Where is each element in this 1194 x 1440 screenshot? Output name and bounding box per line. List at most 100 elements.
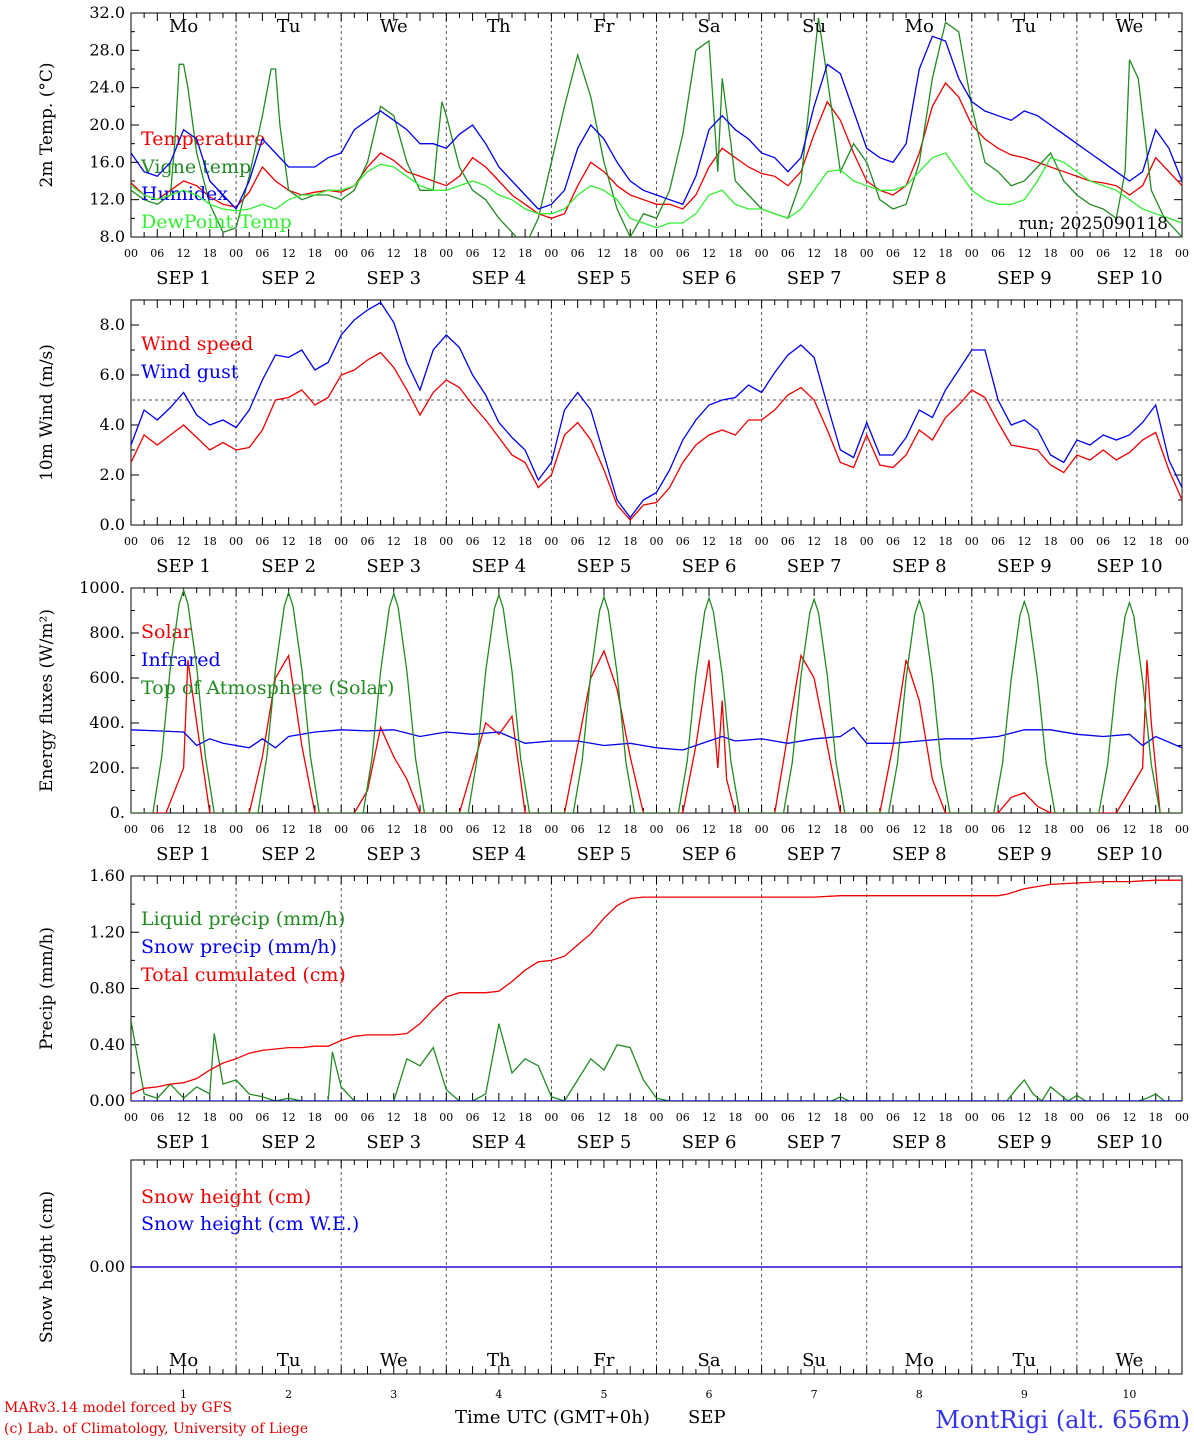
y-tick-label: 12.0	[89, 190, 125, 209]
date-label: SEP 4	[471, 556, 526, 577]
hour-label: 12	[1017, 823, 1031, 836]
y-tick-label: 1000.	[79, 578, 125, 597]
hour-label: 18	[518, 823, 532, 836]
hour-label: 06	[676, 247, 690, 260]
run-annotation: run: 2025090118	[1019, 214, 1168, 234]
hour-label: 18	[1044, 535, 1058, 548]
date-label: SEP 7	[787, 1132, 842, 1153]
legend-wind-gust: Wind gust	[141, 361, 239, 383]
hour-label: 06	[255, 823, 269, 836]
series-line-wind-gust	[131, 301, 1182, 519]
hour-label: 06	[255, 247, 269, 260]
hour-label: 18	[203, 1111, 217, 1124]
hour-label: 06	[1096, 535, 1110, 548]
hour-label: 00	[860, 535, 874, 548]
hour-label: 00	[965, 823, 979, 836]
day-number: 5	[600, 1388, 607, 1401]
hour-label: 00	[544, 247, 558, 260]
time-axis-label: Time UTC (GMT+0h)	[455, 1407, 650, 1428]
hour-label: 12	[597, 823, 611, 836]
y-tick-label: 0.40	[89, 1035, 125, 1054]
dow-label: Fr	[593, 16, 614, 37]
date-label: SEP 6	[682, 556, 737, 577]
hour-label: 18	[1149, 535, 1163, 548]
y-tick-label: 2.0	[100, 465, 125, 484]
hour-label: 00	[229, 247, 243, 260]
hour-label: 18	[623, 823, 637, 836]
day-number: 7	[811, 1388, 818, 1401]
legend-total-cumulated-cm-: Total cumulated (cm)	[141, 964, 346, 986]
y-tick-label: 6.0	[100, 365, 125, 384]
hour-label: 06	[571, 823, 585, 836]
hour-label: 06	[255, 1111, 269, 1124]
hour-label: 00	[1070, 1111, 1084, 1124]
hour-label: 00	[544, 535, 558, 548]
hour-label: 18	[939, 1111, 953, 1124]
y-axis-label-wind: 10m Wind (m/s)	[37, 344, 57, 481]
date-label: SEP 2	[261, 844, 316, 865]
hour-label: 12	[1122, 823, 1136, 836]
hour-label: 18	[939, 823, 953, 836]
hour-label: 18	[308, 535, 322, 548]
hour-label: 12	[702, 823, 716, 836]
hour-label: 06	[886, 247, 900, 260]
series-line-liquid-precip-mm-h-	[131, 1020, 1182, 1101]
hour-label: 06	[1096, 823, 1110, 836]
dow-label: Fr	[593, 1350, 614, 1371]
hour-label: 18	[518, 535, 532, 548]
hour-label: 06	[466, 823, 480, 836]
month-label: SEP	[688, 1407, 726, 1428]
day-number: 10	[1122, 1388, 1136, 1401]
hour-label: 12	[1017, 535, 1031, 548]
hour-label: 18	[623, 535, 637, 548]
hour-label: 00	[1070, 247, 1084, 260]
hour-label: 12	[177, 823, 191, 836]
hour-label: 00	[650, 823, 664, 836]
hour-label: 12	[807, 535, 821, 548]
copyright: (c) Lab. of Climatology, University of L…	[4, 1421, 308, 1437]
hour-label: 06	[360, 247, 374, 260]
date-label: SEP 1	[156, 556, 211, 577]
hour-label: 00	[755, 823, 769, 836]
date-label: SEP 6	[682, 844, 737, 865]
hour-label: 18	[308, 823, 322, 836]
hour-label: 12	[807, 247, 821, 260]
hour-label: 12	[387, 823, 401, 836]
date-label: SEP 9	[997, 1132, 1052, 1153]
panel-frame-energy	[130, 587, 1183, 814]
date-label: SEP 6	[682, 268, 737, 289]
dow-label: We	[380, 16, 408, 37]
hour-label: 00	[229, 823, 243, 836]
hour-label: 00	[124, 535, 138, 548]
y-axis-label-temp: 2m Temp. (°C)	[37, 62, 57, 187]
date-label: SEP 3	[366, 1132, 421, 1153]
y-tick-label: 32.0	[89, 3, 125, 22]
y-tick-label: 600.	[89, 668, 125, 687]
date-label: SEP 9	[997, 844, 1052, 865]
legend-snow-precip-mm-h-: Snow precip (mm/h)	[141, 936, 337, 958]
model-credit: MARv3.14 model forced by GFS	[4, 1400, 232, 1416]
hour-label: 06	[1096, 1111, 1110, 1124]
hour-label: 12	[1017, 1111, 1031, 1124]
dow-label: We	[380, 1350, 408, 1371]
hour-label: 12	[912, 535, 926, 548]
date-label: SEP 10	[1096, 844, 1162, 865]
hour-label: 06	[991, 247, 1005, 260]
hour-label: 18	[308, 247, 322, 260]
hour-label: 00	[1175, 535, 1189, 548]
hour-label: 06	[571, 535, 585, 548]
hour-label: 00	[755, 247, 769, 260]
date-label: SEP 5	[577, 844, 632, 865]
hour-label: 06	[991, 1111, 1005, 1124]
hour-label: 18	[728, 247, 742, 260]
legend-temperature: Temperature	[141, 128, 265, 150]
hour-label: 00	[229, 535, 243, 548]
series-line-temperature	[131, 81, 1182, 219]
hour-label: 00	[650, 1111, 664, 1124]
hour-label: 00	[124, 247, 138, 260]
series-line-solar	[131, 649, 1182, 813]
dow-label: Th	[487, 1350, 511, 1371]
date-label: SEP 1	[156, 844, 211, 865]
day-number: 4	[495, 1388, 502, 1401]
y-tick-label: 0.0	[100, 515, 125, 534]
